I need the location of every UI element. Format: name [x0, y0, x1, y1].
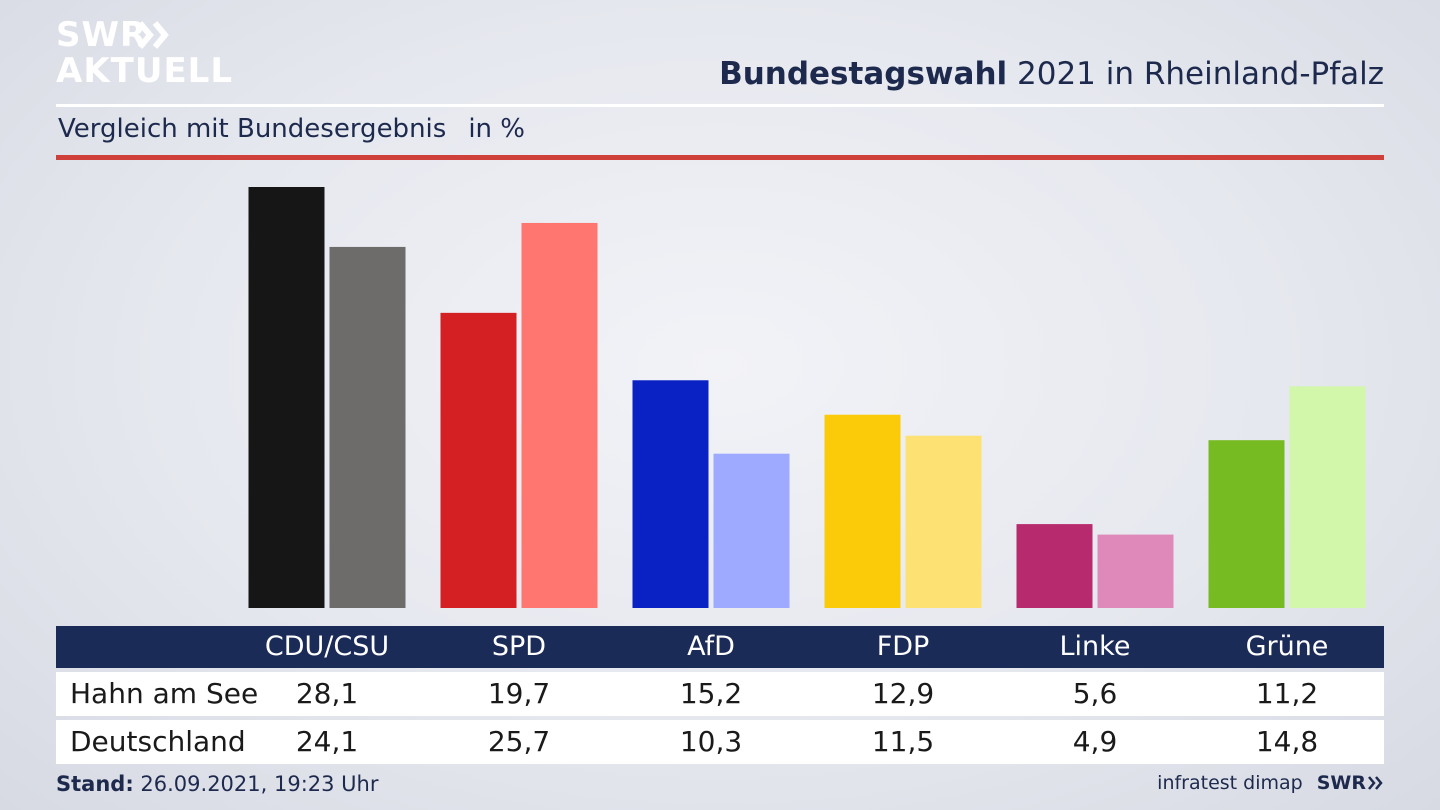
- results-table: CDU/CSU SPD AfD FDP Linke Grüne Hahn am See 2…: [56, 626, 1384, 764]
- column-header-spd: SPD: [491, 631, 547, 662]
- bar-cdu-csu-hahn-am-see: [248, 187, 325, 608]
- timestamp: Stand: 26.09.2021, 19:23 Uhr: [56, 772, 379, 796]
- value-spd-hahn-am-see: 19,7: [487, 677, 551, 710]
- source-credit: infratest dimap SWR: [1157, 772, 1384, 794]
- accent-divider: [56, 155, 1384, 160]
- swr-brand-small: SWR: [1316, 772, 1366, 794]
- value-fdp-hahn-am-see: 12,9: [871, 677, 935, 710]
- chart-subtitle: Vergleich mit Bundesergebnis in %: [58, 114, 525, 144]
- value-cdu-csu-hahn-am-see: 28,1: [295, 677, 359, 710]
- stand-value: 26.09.2021, 19:23 Uhr: [133, 772, 379, 796]
- value-afd-deutschland: 10,3: [679, 725, 743, 758]
- table-header-row: CDU/CSU SPD AfD FDP Linke Grüne: [56, 626, 1384, 668]
- table-row-deutschland: Deutschland 24,1 25,7 10,3 11,5 4,9 14,8: [56, 720, 1384, 764]
- value-gr-ne-deutschland: 14,8: [1255, 725, 1319, 758]
- bar-spd-hahn-am-see: [440, 312, 517, 608]
- row-label: Hahn am See: [70, 677, 259, 710]
- logo-text-swr: SWR: [56, 15, 148, 55]
- bar-cdu-csu-deutschland: [329, 246, 406, 608]
- logo-text-aktuell: AKTUELL: [56, 51, 234, 91]
- value-cdu-csu-deutschland: 24,1: [295, 725, 359, 758]
- row-label: Deutschland: [70, 725, 246, 758]
- bar-linke-deutschland: [1097, 534, 1174, 608]
- value-fdp-deutschland: 11,5: [871, 725, 935, 758]
- value-gr-ne-hahn-am-see: 11,2: [1255, 677, 1319, 710]
- bar-fdp-deutschland: [905, 435, 982, 608]
- stand-label: Stand:: [56, 772, 134, 796]
- value-spd-deutschland: 25,7: [487, 725, 551, 758]
- column-header-fdp: FDP: [876, 631, 930, 662]
- value-afd-hahn-am-see: 15,2: [679, 677, 743, 710]
- table-row-hahn-am-see: Hahn am See 28,1 19,7 15,2 12,9 5,6 11,2: [56, 672, 1384, 716]
- column-header-cdu-csu: CDU/CSU: [264, 631, 390, 662]
- subtitle-text: Vergleich mit Bundesergebnis: [58, 114, 447, 144]
- column-header-afd: AfD: [687, 631, 735, 662]
- column-header-linke: Linke: [1059, 631, 1131, 662]
- brand-chevrons-icon: [1368, 776, 1383, 790]
- title-bold: Bundestagswahl: [719, 56, 1008, 92]
- bar-afd-hahn-am-see: [632, 380, 709, 608]
- logo-chevrons-icon: [138, 21, 169, 49]
- chart-title: Bundestagswahl 2021 in Rheinland-Pfalz: [719, 56, 1384, 92]
- unit-label: in %: [468, 114, 525, 144]
- bar-spd-deutschland: [521, 222, 598, 609]
- column-header-gr-ne: Grüne: [1245, 631, 1329, 662]
- bar-afd-deutschland: [713, 453, 790, 608]
- bar-fdp-hahn-am-see: [824, 414, 901, 608]
- swr-aktuell-logo: SWR AKTUELL: [56, 15, 234, 92]
- bar-gr-ne-deutschland: [1289, 386, 1366, 608]
- bar-gr-ne-hahn-am-see: [1208, 440, 1285, 608]
- source-text: infratest dimap: [1157, 772, 1303, 794]
- title-divider: [56, 104, 1384, 107]
- value-linke-deutschland: 4,9: [1072, 725, 1118, 758]
- title-rest: 2021 in Rheinland-Pfalz: [1007, 56, 1384, 92]
- bar-linke-hahn-am-see: [1016, 524, 1093, 608]
- value-linke-hahn-am-see: 5,6: [1072, 677, 1118, 710]
